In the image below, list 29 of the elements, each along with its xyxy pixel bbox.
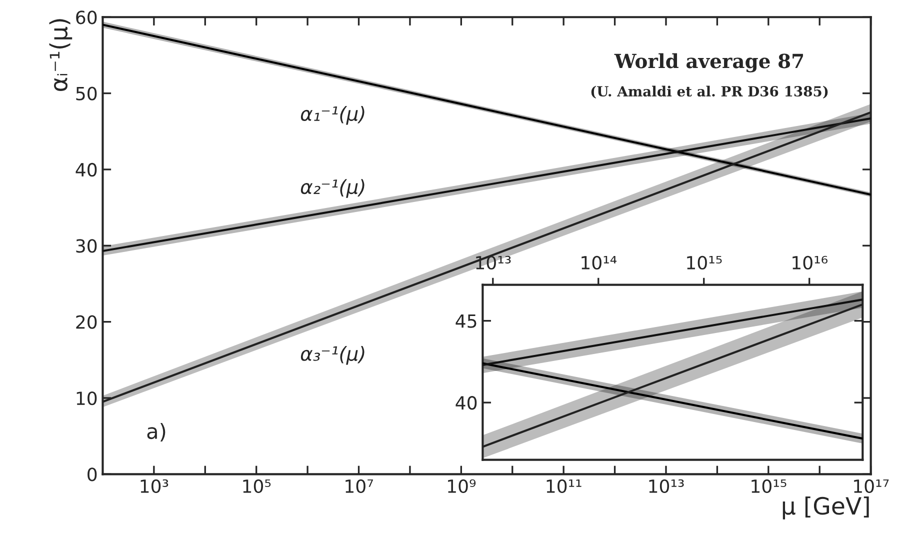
y-tick-label: 60 (76, 10, 97, 24)
y-tick-label: 45 (456, 314, 476, 328)
x-tick-label: 10⁷ (346, 479, 374, 494)
x-tick-label: 10¹⁷ (854, 479, 889, 494)
x-tick-label: 10³ (140, 479, 168, 494)
x-tick-label: 10¹³ (649, 479, 684, 494)
x-tick-label: 10⁹ (448, 479, 476, 494)
x-tick-label: 10¹⁵ (752, 479, 786, 494)
annotation: a) (147, 422, 166, 442)
annotation: World average 87 (614, 53, 803, 72)
annotation: α₁⁻¹(μ) (300, 106, 364, 125)
x-tick-label: 10¹⁶ (792, 256, 828, 270)
y-tick-label: 40 (76, 162, 97, 177)
y-tick-label: 40 (456, 396, 477, 410)
annotation: α₂⁻¹(μ) (300, 179, 364, 198)
y-tick-label: 30 (76, 239, 97, 253)
y-tick-label: 20 (76, 315, 97, 329)
y-tick-label: 10 (76, 391, 97, 406)
x-tick-label: 10⁵ (243, 479, 271, 494)
annotation: (U. Amaldi et al. PR D36 1385) (591, 86, 828, 99)
y-tick-label: 50 (76, 86, 97, 100)
x-tick-label: 10¹⁴ (582, 256, 617, 270)
x-axis-title: μ [GeV] (782, 496, 869, 520)
x-tick-label: 10¹⁵ (687, 256, 722, 270)
x-tick-label: 10¹¹ (546, 479, 582, 494)
x-tick-label: 10¹³ (476, 256, 511, 270)
y-tick-label: 0 (88, 468, 97, 482)
y-axis-title: αᵢ⁻¹(μ) (49, 19, 72, 91)
annotation: α₃⁻¹(μ) (300, 346, 364, 365)
